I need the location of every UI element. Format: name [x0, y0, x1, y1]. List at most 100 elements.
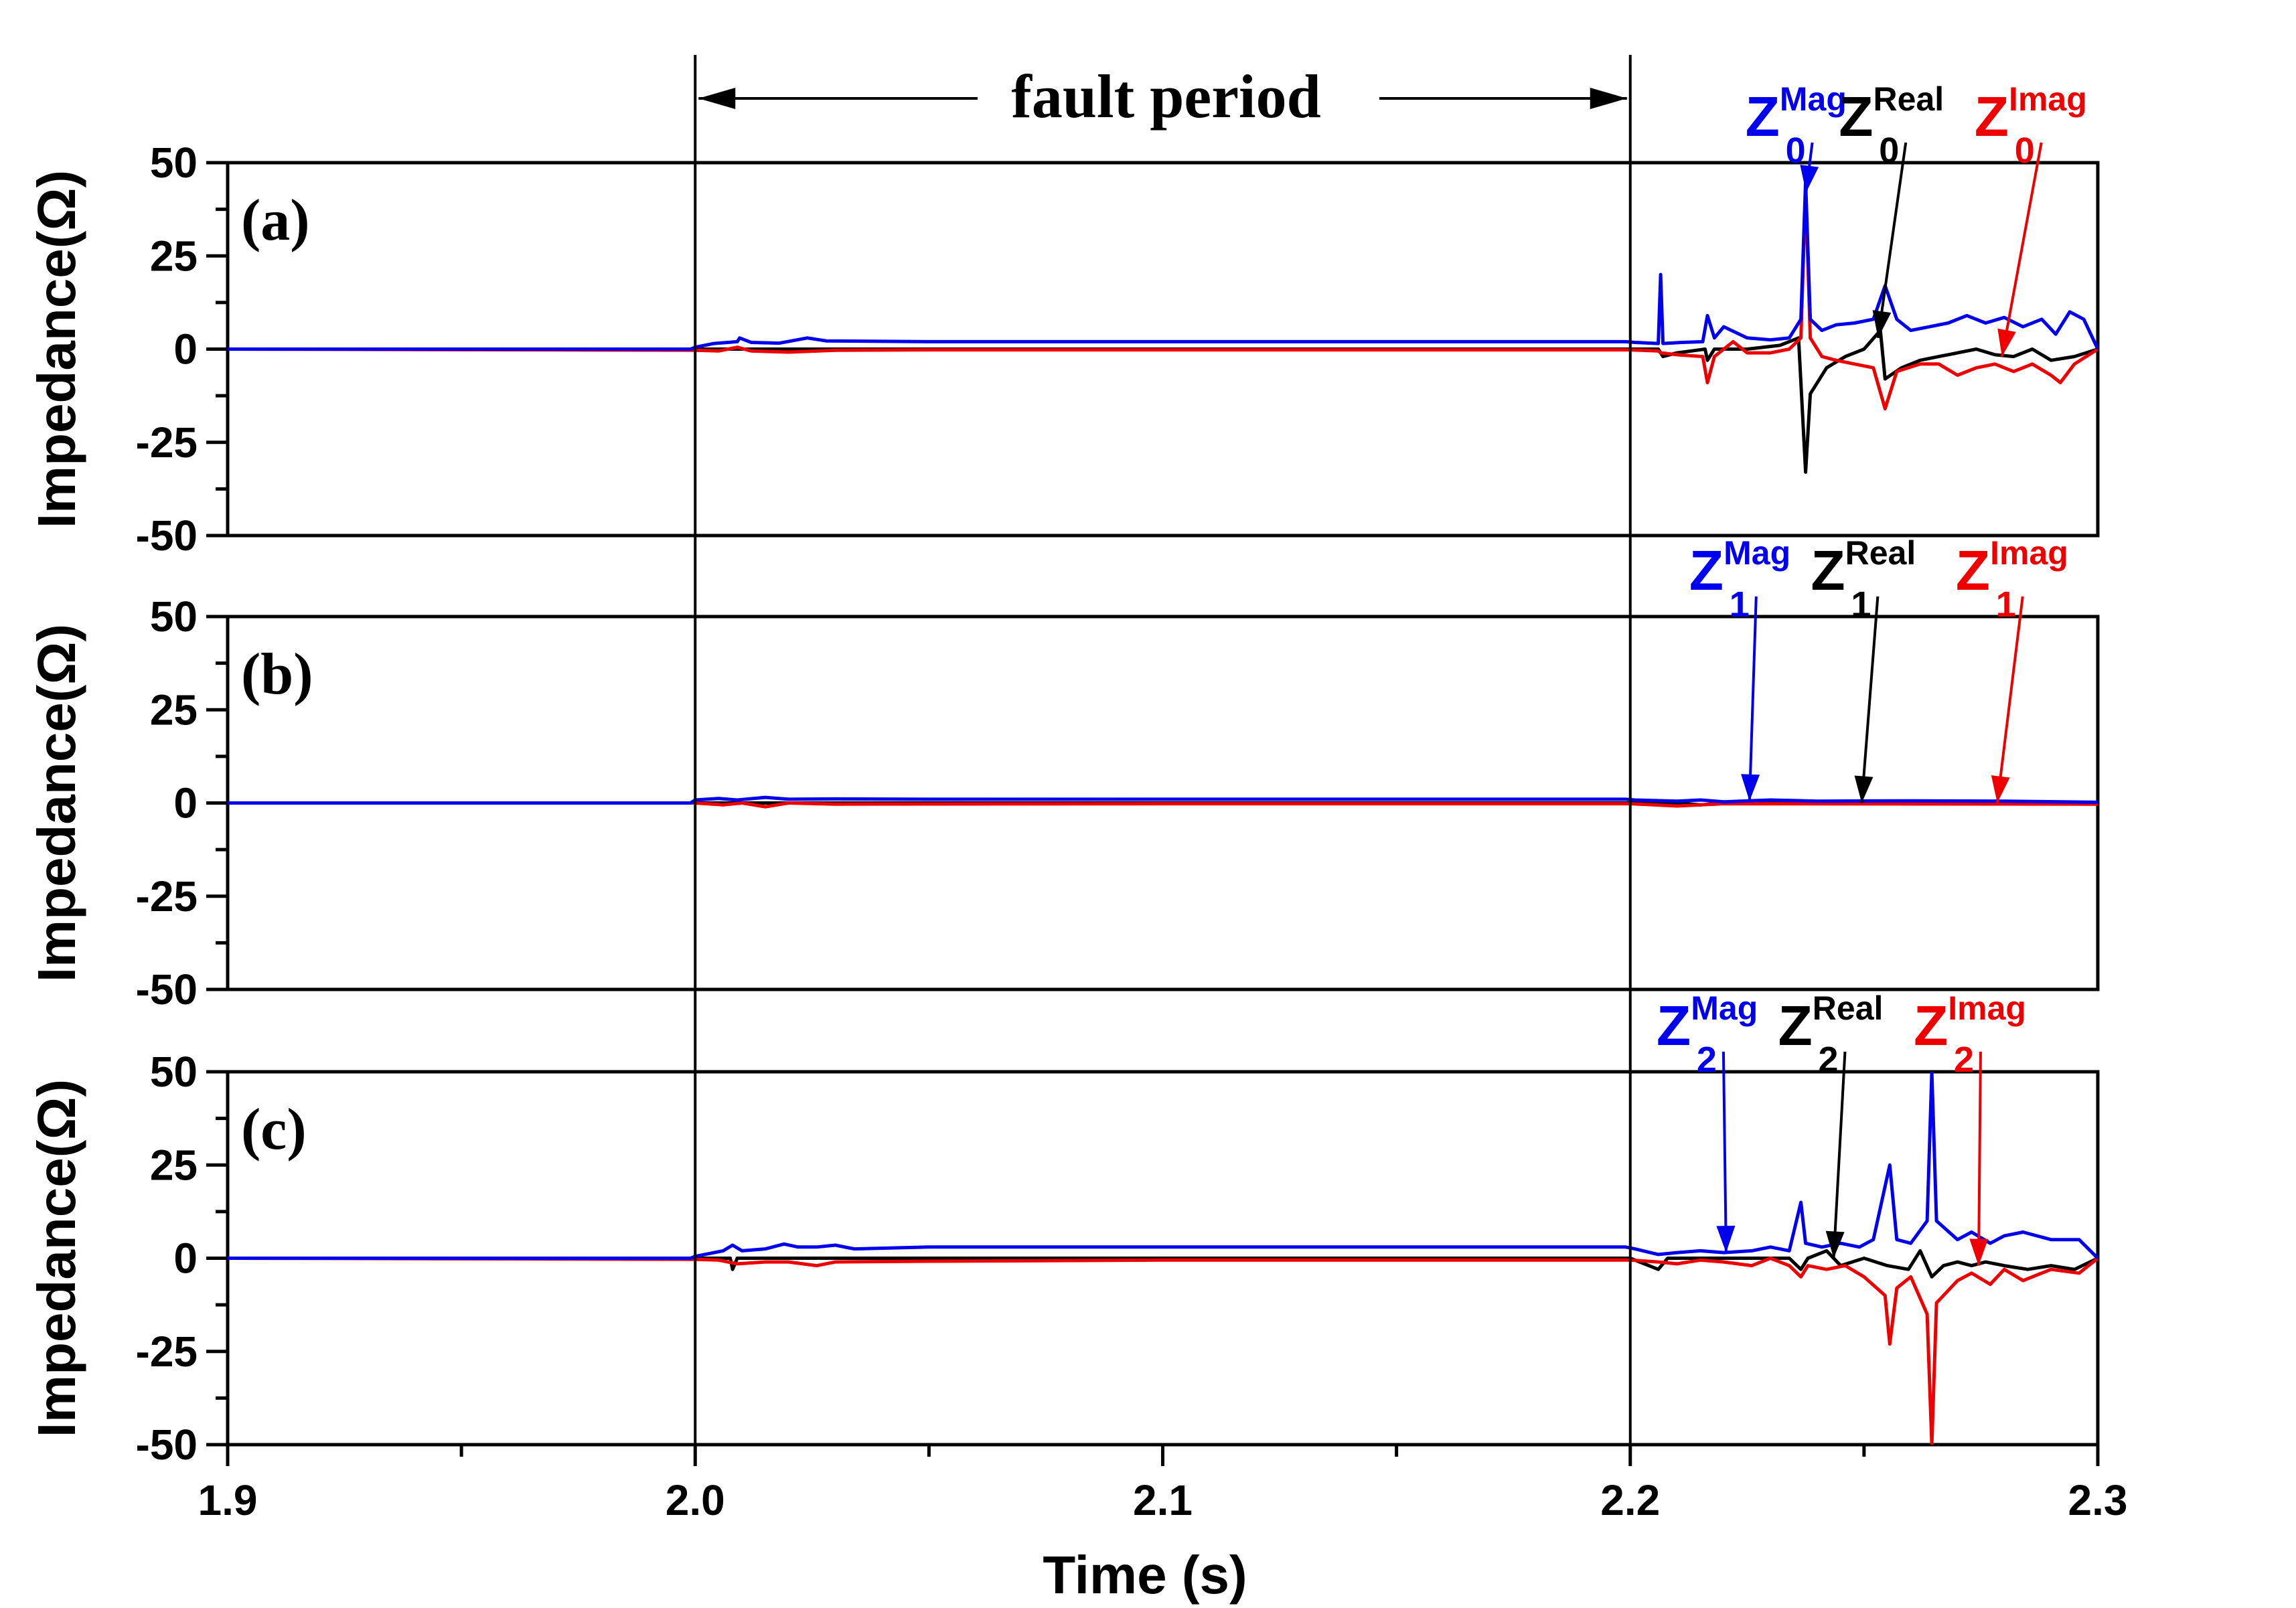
series-line-imag [228, 1257, 2098, 1445]
annotation-imag: ZImag 2 [1914, 989, 2026, 1266]
x-tick-label: 2.0 [666, 1476, 725, 1524]
annotation-sup: Mag [1780, 80, 1847, 118]
annotation-sub: 0 [1786, 131, 1806, 171]
panel-label: (b) [241, 642, 313, 707]
annotation-mag: ZMag 1 [1689, 534, 1790, 801]
annotation-sup: Real [1845, 534, 1916, 572]
annotation-sub: 2 [1818, 1040, 1838, 1080]
annotation-mag: ZMag 2 [1657, 989, 1758, 1253]
annotation-sub: 2 [1697, 1040, 1717, 1080]
annotation-arrow-head [1741, 774, 1760, 801]
annotation-z: Z [1914, 994, 1948, 1057]
y-tick-label: 0 [173, 1234, 198, 1283]
series-line-imag [228, 187, 2098, 411]
fault-arrow-right-head [1590, 88, 1627, 109]
x-tick-label: 2.2 [1600, 1476, 1660, 1524]
annotation-sup: Real [1873, 80, 1944, 118]
series-line-real [228, 1249, 2098, 1279]
annotation-arrow-head [1991, 775, 2010, 803]
annotation-z: Z [1778, 994, 1812, 1057]
annotation-arrow-head [1872, 310, 1892, 338]
annotation-arrow-head [1854, 775, 1873, 803]
y-tick-label: 25 [150, 686, 198, 734]
annotation-z: Z [1689, 539, 1724, 602]
annotation-mag: ZMag 0 [1746, 80, 1847, 193]
y-tick-label: 50 [150, 592, 198, 641]
y-tick-label: -25 [136, 1328, 198, 1376]
annotation-imag: ZImag 0 [1975, 80, 2087, 357]
x-axis: 1.9 2.0 2.1 2.2 2.3 [198, 1445, 2128, 1524]
annotation-label: ZImag 1 [1956, 534, 2068, 625]
x-tick-label: 2.1 [1133, 1476, 1193, 1524]
annotation-label: ZImag 2 [1914, 989, 2026, 1080]
annotation-arrow-head [1716, 1225, 1736, 1253]
annotation-z: Z [1839, 85, 1873, 148]
panel-label: (a) [241, 188, 310, 253]
annotation-label: ZMag 1 [1689, 534, 1790, 625]
y-axis-title: Impedance(Ω) [27, 624, 86, 982]
series-group [228, 795, 2098, 809]
panel-label: (c) [241, 1097, 307, 1162]
y-tick-label: -50 [136, 1421, 198, 1469]
y-tick-label: -50 [136, 965, 198, 1014]
series-line-mag [228, 179, 2098, 351]
annotation-arrow-line [1832, 1051, 1847, 1259]
fault-period-layer: fault period [694, 55, 1632, 1445]
y-tick-label: 0 [173, 779, 198, 827]
annotation-sup: Mag [1691, 989, 1758, 1027]
annotation-sup: Imag [2009, 80, 2087, 118]
annotation-sup: Mag [1724, 534, 1790, 572]
annotation-label: ZMag 0 [1746, 80, 1847, 171]
y-axis-title: Impedance(Ω) [27, 170, 86, 528]
annotation-z: Z [1956, 539, 1990, 602]
x-tick-label: 2.3 [2068, 1476, 2128, 1524]
annotation-label: ZReal 2 [1778, 989, 1883, 1080]
annotation-z: Z [1657, 994, 1691, 1057]
annotation-arrow-line [1977, 1051, 1982, 1266]
annotation-label: ZReal 1 [1811, 534, 1916, 625]
annotation-sup: Real [1813, 989, 1884, 1027]
annotation-arrow-line [1876, 142, 1908, 339]
annotation-label: ZMag 2 [1657, 989, 1758, 1080]
y-tick-label: -25 [136, 872, 198, 920]
x-tick-label: 1.9 [198, 1476, 258, 1524]
annotation-real: ZReal 1 [1811, 534, 1916, 803]
annotation-label: ZReal 0 [1839, 80, 1944, 171]
series-line-mag [228, 795, 2098, 805]
fault-period-label: fault period [1011, 62, 1321, 131]
y-tick-label: 50 [150, 1048, 198, 1096]
annotation-sub: 0 [2015, 131, 2035, 171]
series-group [228, 1072, 2098, 1445]
series-group [228, 179, 2098, 474]
y-tick-label: -25 [136, 418, 198, 467]
annotation-z: Z [1746, 85, 1780, 148]
fault-arrow-left-head [698, 88, 736, 109]
y-axis-title: Impedance(Ω) [27, 1079, 86, 1437]
series-line-imag [228, 801, 2098, 809]
annotation-real: ZReal 2 [1778, 989, 1883, 1259]
annotation-real: ZReal 0 [1839, 80, 1944, 339]
y-tick-label: 0 [173, 325, 198, 374]
y-tick-label: 25 [150, 1141, 198, 1189]
annotation-sub: 2 [1954, 1040, 1974, 1080]
annotation-sup: Imag [1990, 534, 2068, 572]
annotation-arrow-head [1969, 1238, 1989, 1266]
x-axis-title: Time (s) [1043, 1545, 1247, 1605]
annotation-sub: 1 [1730, 584, 1750, 625]
y-tick-label: -50 [136, 511, 198, 560]
annotation-arrow-line [1995, 596, 2024, 803]
annotation-sup: Imag [1948, 989, 2026, 1027]
y-tick-label: 25 [150, 232, 198, 280]
annotation-z: Z [1811, 539, 1845, 602]
annotation-arrow-line [1748, 596, 1758, 801]
annotation-sub: 1 [1996, 584, 2016, 625]
annotation-arrow-line [2000, 142, 2043, 357]
annotation-imag: ZImag 1 [1956, 534, 2068, 803]
annotation-label: ZImag 0 [1975, 80, 2087, 171]
annotation-arrow-head [1800, 165, 1819, 193]
annotation-arrow-line [1721, 1051, 1728, 1253]
